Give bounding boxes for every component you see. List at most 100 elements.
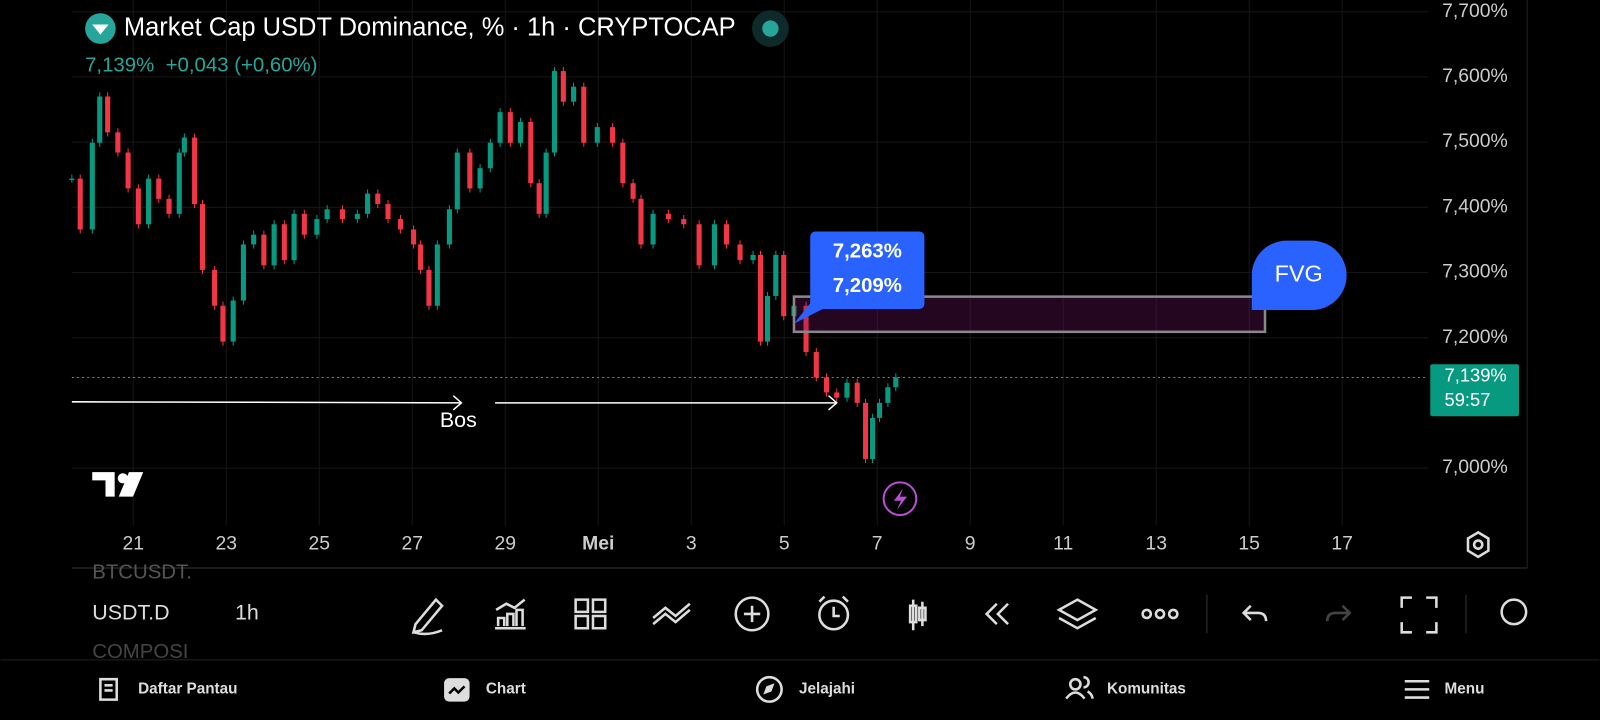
more-icon bbox=[1154, 608, 1166, 620]
tv-logo bbox=[92, 472, 144, 497]
bos-line bbox=[71, 401, 462, 404]
candle bbox=[354, 213, 360, 220]
fvg-bubble bbox=[1251, 240, 1347, 311]
lightning-icon bbox=[893, 488, 908, 510]
symbol-item[interactable]: BTCUSDT. bbox=[92, 562, 192, 584]
candle bbox=[876, 402, 883, 418]
y-tick-label: 7,300% bbox=[1442, 261, 1508, 283]
redo-icon[interactable] bbox=[1325, 604, 1352, 622]
logo-glyph bbox=[92, 24, 109, 35]
candle bbox=[750, 254, 756, 261]
explore-icon[interactable] bbox=[755, 675, 783, 703]
candle bbox=[467, 152, 473, 189]
candle bbox=[199, 204, 206, 270]
community-icon-body bbox=[1065, 675, 1094, 700]
candle bbox=[434, 244, 440, 306]
candle bbox=[834, 392, 840, 398]
chart-title: Market Cap USDT Dominance, % · 1h · CRYP… bbox=[124, 13, 736, 41]
candle bbox=[301, 213, 307, 235]
candle bbox=[863, 402, 869, 459]
undo-icon[interactable] bbox=[1241, 604, 1268, 622]
menu-icon[interactable] bbox=[1404, 679, 1430, 699]
x-tick-label: 21 bbox=[122, 533, 144, 555]
y-tick-label: 7,400% bbox=[1442, 195, 1508, 217]
candle bbox=[230, 300, 236, 342]
candle bbox=[803, 305, 809, 353]
candle bbox=[146, 178, 152, 225]
candle bbox=[314, 219, 320, 235]
fullscreen-icon[interactable] bbox=[1400, 596, 1438, 634]
nav-item[interactable]: Chart bbox=[486, 680, 526, 697]
fvg-bottom-label: 7,209% bbox=[833, 275, 902, 297]
last-price-badge bbox=[1430, 364, 1519, 417]
candle bbox=[125, 152, 131, 189]
candle bbox=[893, 377, 899, 388]
layout-icon[interactable] bbox=[574, 598, 607, 630]
indicator-icon[interactable] bbox=[495, 598, 526, 630]
candle bbox=[757, 254, 764, 342]
candle bbox=[220, 305, 226, 342]
replay-icon[interactable] bbox=[984, 602, 1009, 626]
candle-icon[interactable] bbox=[908, 599, 927, 631]
nav-item[interactable]: Komunitas bbox=[1107, 680, 1186, 697]
candle bbox=[291, 213, 297, 261]
candle bbox=[823, 377, 830, 393]
candle bbox=[166, 198, 172, 214]
candle bbox=[854, 382, 860, 403]
more-icon[interactable] bbox=[1141, 608, 1153, 620]
candle bbox=[737, 244, 743, 261]
candle bbox=[571, 86, 577, 102]
price-bubble bbox=[810, 231, 925, 310]
fvg-top-label: 7,263% bbox=[833, 240, 902, 262]
candle bbox=[870, 417, 876, 459]
grid bbox=[71, 0, 1429, 526]
community-icon[interactable] bbox=[1068, 677, 1082, 691]
candle bbox=[711, 224, 718, 266]
settings-icon[interactable] bbox=[1466, 530, 1490, 559]
candle bbox=[620, 142, 626, 184]
candle bbox=[638, 198, 644, 245]
candle bbox=[240, 244, 246, 301]
status-dot bbox=[762, 20, 779, 37]
layers-icon[interactable] bbox=[1056, 598, 1099, 630]
symbol-item[interactable]: COMPOSI bbox=[92, 641, 188, 663]
lightning-button[interactable] bbox=[882, 481, 918, 517]
candle bbox=[844, 382, 850, 398]
candle bbox=[176, 152, 182, 214]
candle bbox=[411, 229, 417, 245]
x-tick-label: 13 bbox=[1145, 533, 1167, 555]
nav-item[interactable]: Jelajahi bbox=[799, 680, 855, 697]
candle bbox=[212, 269, 218, 306]
candle bbox=[477, 168, 483, 189]
y-tick-label: 7,200% bbox=[1442, 326, 1508, 348]
more-icon bbox=[1167, 608, 1179, 620]
idea-icon[interactable] bbox=[1500, 598, 1528, 626]
candle bbox=[339, 209, 346, 220]
last-price-label: 7,139% bbox=[1445, 364, 1507, 385]
x-tick-label: 5 bbox=[779, 533, 790, 555]
add-plus bbox=[743, 605, 761, 623]
symbol-item[interactable]: USDT.D bbox=[92, 601, 169, 625]
template-icon[interactable] bbox=[652, 602, 691, 626]
arrow-head bbox=[828, 395, 838, 411]
candle bbox=[115, 132, 121, 153]
candle bbox=[365, 193, 371, 214]
alert-icon[interactable] bbox=[818, 599, 850, 631]
x-tick-label: Mei bbox=[582, 533, 614, 555]
x-tick-label: 27 bbox=[401, 533, 423, 555]
interval[interactable]: 1h bbox=[235, 601, 259, 625]
candle bbox=[696, 224, 702, 266]
candle bbox=[89, 142, 95, 230]
add-icon[interactable] bbox=[734, 596, 770, 632]
nav-item[interactable]: Daftar Pantau bbox=[138, 680, 237, 697]
nav-item[interactable]: Menu bbox=[1445, 680, 1485, 697]
candle bbox=[813, 352, 819, 378]
draw-icon[interactable] bbox=[411, 597, 444, 636]
candle bbox=[885, 387, 891, 403]
watchlist-icon[interactable] bbox=[99, 677, 118, 701]
y-tick-label: 7,600% bbox=[1442, 65, 1508, 87]
last-value: 7,139% bbox=[85, 55, 154, 77]
candle bbox=[560, 71, 566, 102]
candle bbox=[385, 204, 391, 220]
